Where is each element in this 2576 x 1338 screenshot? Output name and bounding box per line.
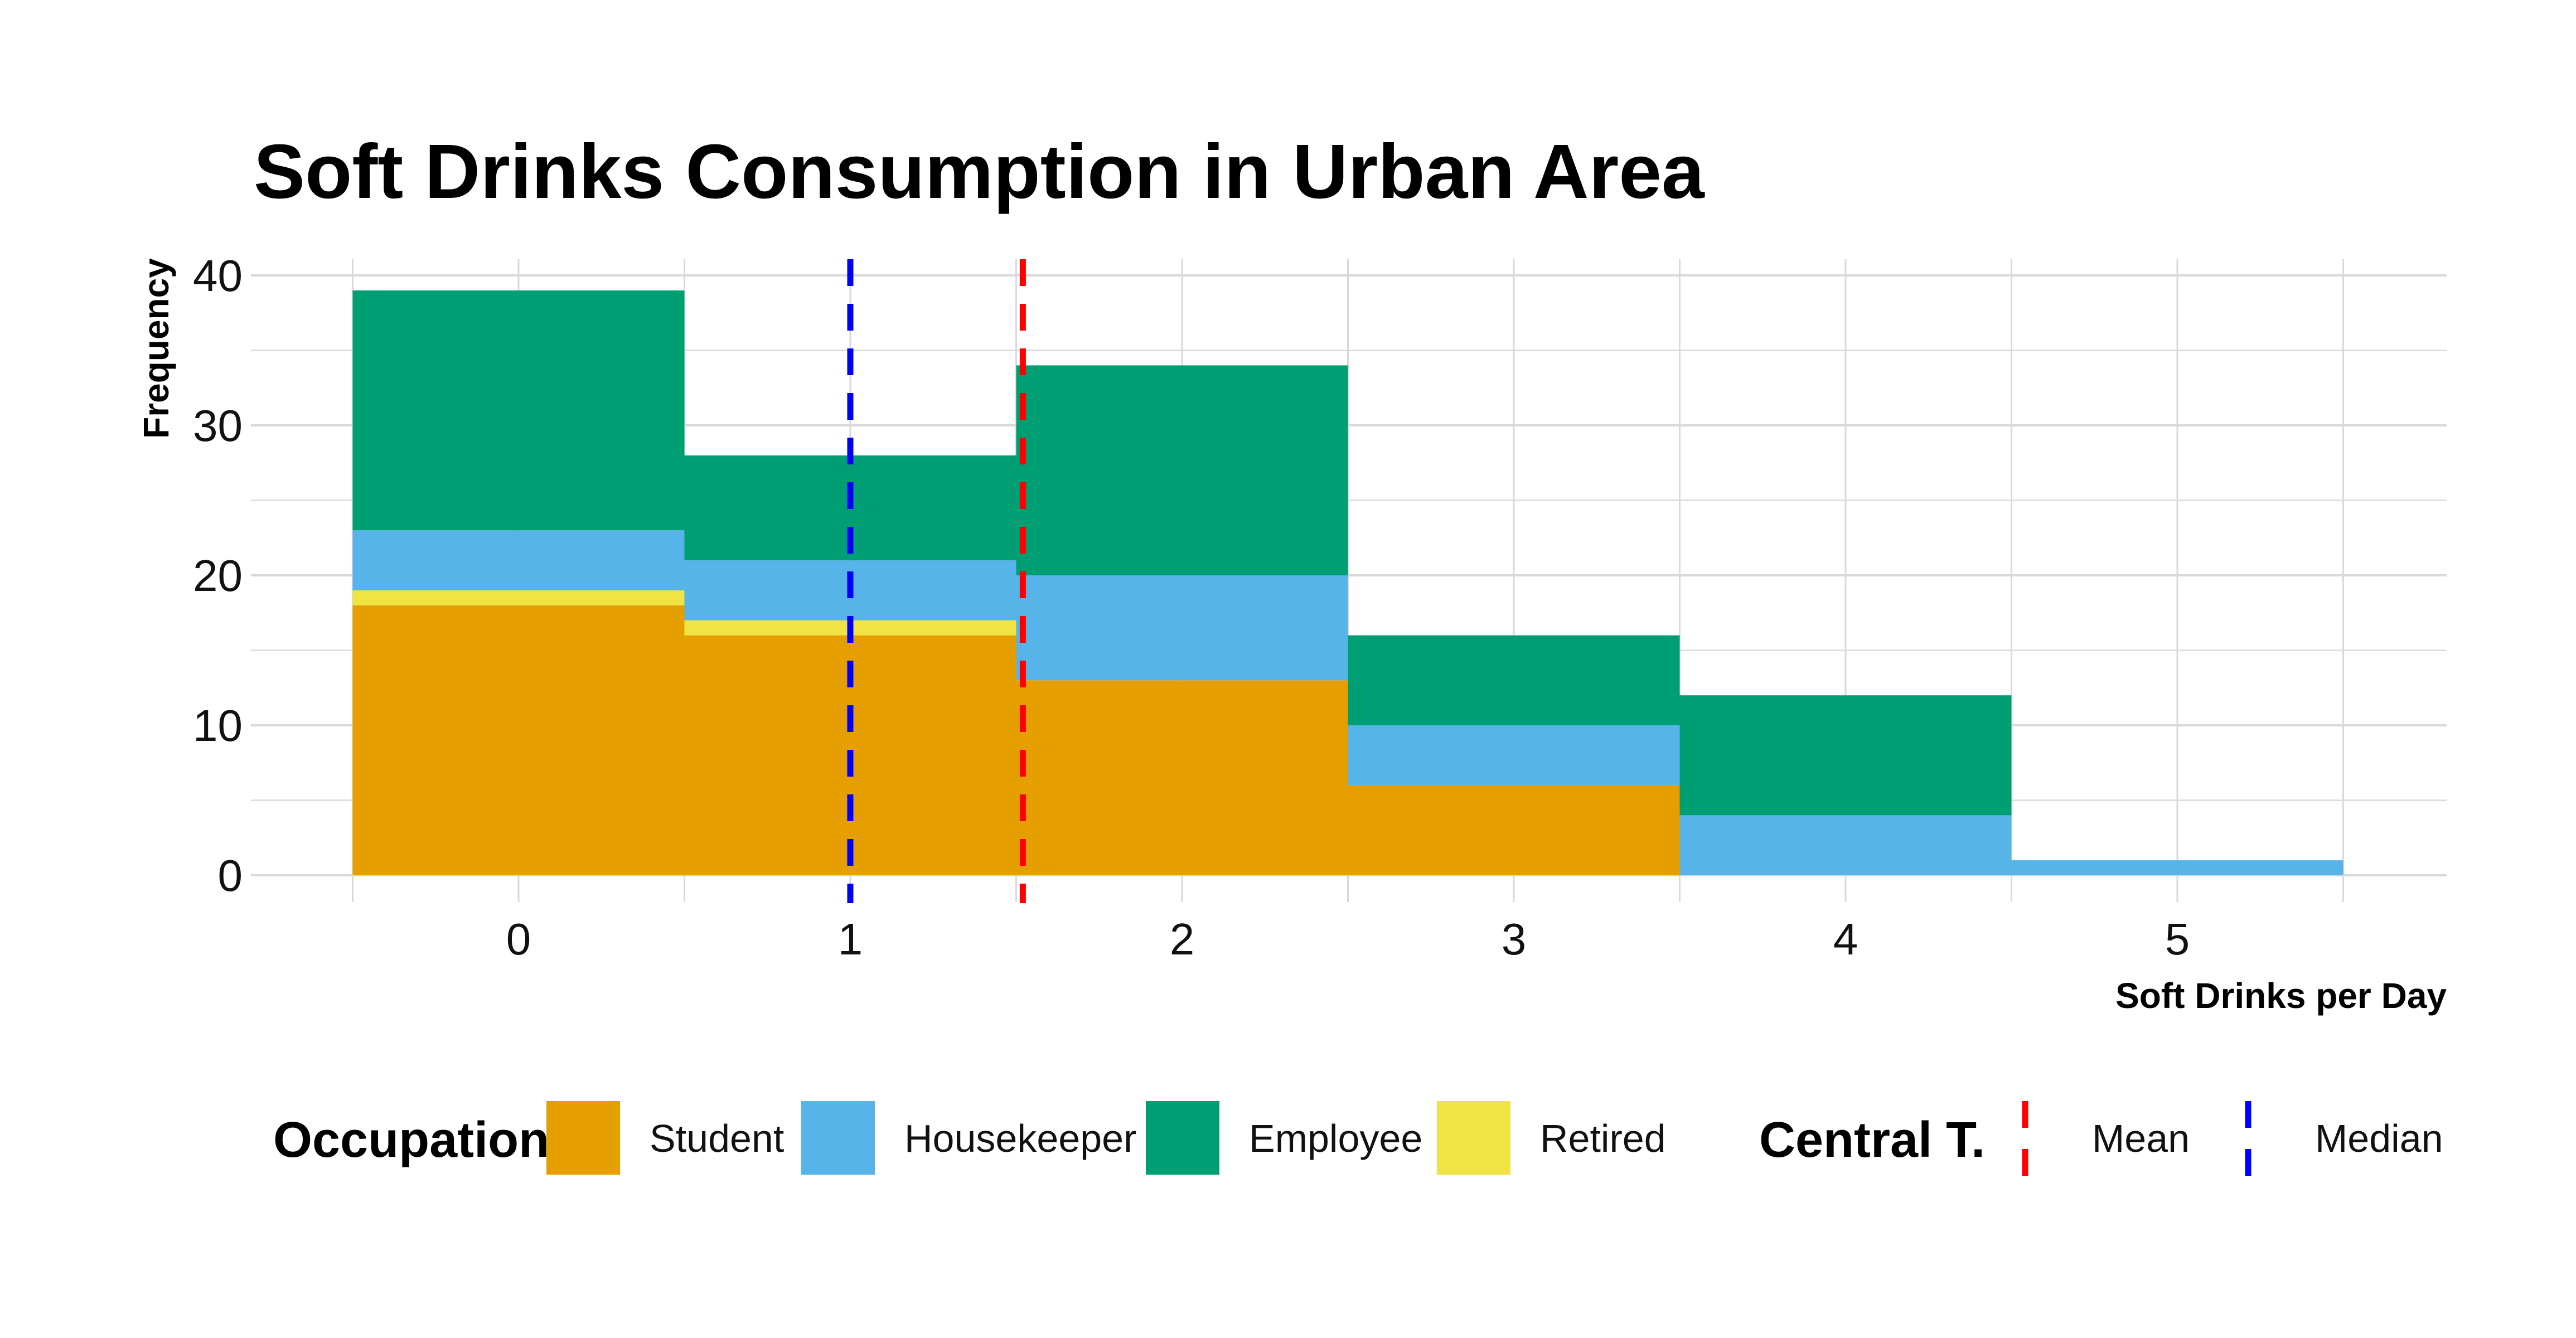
bar-retired-0 xyxy=(352,590,685,605)
bar-housekeeper-2 xyxy=(1016,575,1348,681)
y-tick-label: 10 xyxy=(193,701,243,750)
legend-key-housekeeper xyxy=(801,1101,875,1175)
y-tick-label: 20 xyxy=(193,551,243,600)
bars-layer xyxy=(352,290,2343,875)
legend-label-housekeeper: Housekeeper xyxy=(904,1117,1136,1160)
bar-student-2 xyxy=(1016,680,1348,875)
chart-title: Soft Drinks Consumption in Urban Area xyxy=(254,129,1705,215)
bar-employee-0 xyxy=(352,290,685,531)
bar-housekeeper-4 xyxy=(1679,815,2012,875)
x-axis-ticks: 0 1 2 3 4 5 xyxy=(506,914,2190,964)
x-tick-label: 0 xyxy=(506,914,531,964)
bar-employee-3 xyxy=(1348,635,1680,725)
legend-label-median: Median xyxy=(2315,1117,2443,1160)
legend-central-entries: Mean Median xyxy=(2022,1101,2443,1176)
x-tick-label: 5 xyxy=(2165,914,2190,964)
reference-lines xyxy=(847,259,1026,903)
legend-label-employee: Employee xyxy=(1249,1117,1422,1160)
legend: Occupation Student Housekeeper Employee Ret… xyxy=(273,1101,2443,1176)
y-tick-label: 0 xyxy=(218,851,243,900)
legend-label-retired: Retired xyxy=(1540,1117,1666,1160)
bar-housekeeper-5 xyxy=(2011,860,2343,875)
legend-label-student: Student xyxy=(650,1117,784,1160)
y-tick-label: 40 xyxy=(193,251,243,300)
bar-student-0 xyxy=(352,605,685,875)
legend-key-student xyxy=(546,1101,620,1175)
x-tick-label: 1 xyxy=(838,914,863,964)
legend-label-mean: Mean xyxy=(2092,1117,2190,1160)
legend-key-retired xyxy=(1437,1101,1510,1175)
legend-central-title: Central T. xyxy=(1759,1112,1985,1168)
y-axis-ticks: 0 10 20 30 40 xyxy=(193,251,243,900)
x-tick-label: 4 xyxy=(1833,914,1858,964)
legend-occupation-title: Occupation xyxy=(273,1112,549,1168)
legend-occupation-entries: Student Housekeeper Employee Retired xyxy=(546,1101,1666,1175)
x-axis-label: Soft Drinks per Day xyxy=(2115,976,2447,1016)
x-tick-label: 2 xyxy=(1170,914,1195,964)
x-tick-label: 3 xyxy=(1502,914,1527,964)
y-axis-label: Frequency xyxy=(136,258,176,439)
bar-employee-2 xyxy=(1016,365,1348,575)
legend-key-employee xyxy=(1146,1101,1219,1175)
bar-housekeeper-3 xyxy=(1348,725,1680,786)
y-tick-label: 30 xyxy=(193,401,243,450)
bar-student-3 xyxy=(1348,785,1680,875)
bar-housekeeper-0 xyxy=(352,530,685,590)
bar-employee-4 xyxy=(1679,695,2012,816)
